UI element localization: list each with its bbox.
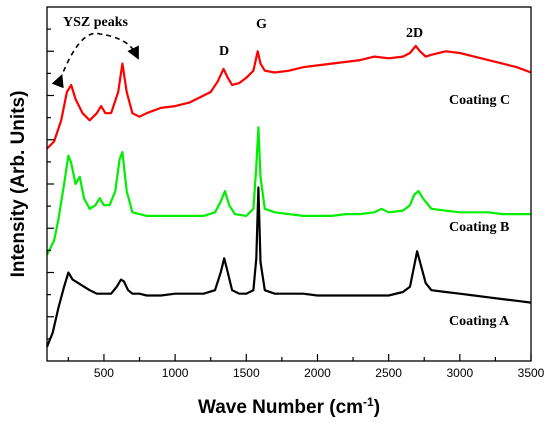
series-line-coating-a [45,186,532,348]
x-axis-title-main: Wave Number (cm [198,397,363,418]
annotation-g: G [256,17,267,32]
y-axis-title: Intensity (Arb. Units) [8,91,29,278]
series-line-coating-b [46,126,531,256]
series-label-coating-a: Coating A [449,314,510,329]
series-label-coating-c: Coating C [449,93,510,108]
x-axis-title: Wave Number (cm-1) [198,395,380,418]
series-label-coating-b: Coating B [449,220,509,235]
x-tick-label: 500 [94,366,114,380]
annotation-ysz-peaks: YSZ peaks [63,15,129,30]
plot-frame [46,6,532,362]
tick-layer: 500 1000 1500 2000 2500 3000 3500 [47,28,545,380]
annotation-d: D [219,44,229,59]
x-axis-title-sup: -1 [363,395,374,409]
x-tick-label: 1000 [162,366,189,380]
x-tick-label: 2000 [304,366,331,380]
x-tick-label: 3500 [518,366,545,380]
ysz-peaks-bracket [51,32,139,89]
x-axis-title-end: ) [374,397,380,418]
series-layer [45,44,532,348]
x-tick-label: 3000 [446,366,473,380]
x-tick-label: 1500 [233,366,260,380]
annotation-2d: 2D [406,26,423,41]
x-tick-label: 2500 [375,366,402,380]
series-line-coating-c [46,44,532,150]
